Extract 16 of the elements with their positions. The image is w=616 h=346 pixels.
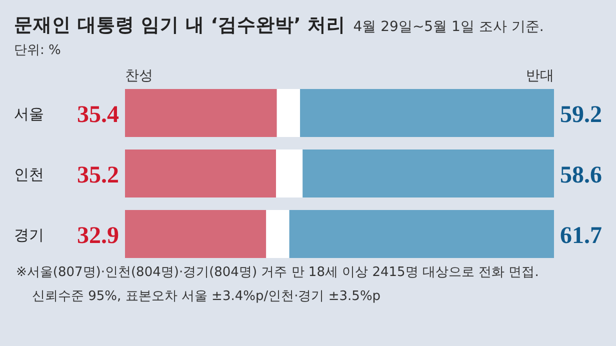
series-name: 찬성 <box>125 68 153 84</box>
series-name: 반대 <box>526 68 554 84</box>
data-label: 58.6 <box>560 162 602 188</box>
subtitle: 4월 29일~5월 1일 조사 기준. <box>353 19 544 35</box>
data-label: 59.2 <box>560 102 602 128</box>
annotation: 단위: % <box>14 43 61 58</box>
title: 문재인 대통령 임기 내 ‘검수완박’ 처리 <box>14 15 346 36</box>
category: 인천 <box>14 166 44 184</box>
data-label: 32.9 <box>77 223 119 249</box>
data-label: 61.7 <box>560 223 602 249</box>
data-label: 35.4 <box>77 102 119 128</box>
category: 서울 <box>14 105 44 123</box>
category: 경기 <box>14 226 44 244</box>
annotation: ※서울(807명)·인천(804명)·경기(804명) 거주 만 18세 이상 2415명 대상으로 전화 면접. <box>16 265 539 280</box>
annotation: 신뢰수준 95%, 표본오차 서울 ±3.4%p/인천·경기 ±3.5%p <box>32 289 381 304</box>
data-label: 35.2 <box>77 162 119 188</box>
